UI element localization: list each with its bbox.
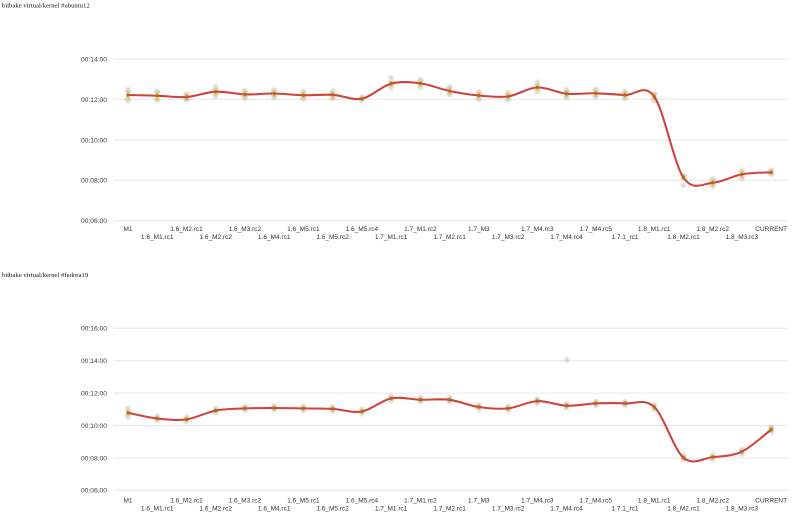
svg-text:1.6_M5.rc2: 1.6_M5.rc2 bbox=[316, 234, 349, 241]
svg-text:1.6_M1.rc1: 1.6_M1.rc1 bbox=[141, 506, 174, 513]
svg-text:00:12:00: 00:12:00 bbox=[81, 391, 107, 398]
svg-text:1.7_M4.rc3: 1.7_M4.rc3 bbox=[521, 226, 554, 233]
svg-text:00:06:00: 00:06:00 bbox=[81, 218, 107, 225]
svg-text:1.6_M5.rc1: 1.6_M5.rc1 bbox=[287, 226, 320, 233]
svg-text:1.8_M2.rc2: 1.8_M2.rc2 bbox=[696, 226, 729, 233]
svg-text:M1: M1 bbox=[123, 497, 132, 504]
svg-text:1.7_M1.rc1: 1.7_M1.rc1 bbox=[375, 234, 408, 241]
svg-text:1.7_M3.rc2: 1.7_M3.rc2 bbox=[492, 234, 525, 241]
svg-text:00:10:00: 00:10:00 bbox=[81, 137, 107, 144]
svg-text:M1: M1 bbox=[123, 226, 132, 233]
svg-text:1.7_M3: 1.7_M3 bbox=[468, 497, 490, 504]
svg-text:1.6_M2.rc1: 1.6_M2.rc1 bbox=[170, 497, 203, 504]
svg-text:CURRENT: CURRENT bbox=[755, 226, 787, 233]
svg-text:1.7_M4.rc5: 1.7_M4.rc5 bbox=[580, 497, 613, 504]
svg-text:1.7.1_rc1: 1.7.1_rc1 bbox=[611, 234, 638, 241]
svg-text:bitbake virtual/kernel #ubuntu: bitbake virtual/kernel #ubuntu12 bbox=[2, 2, 90, 9]
svg-text:1.7_M4.rc4: 1.7_M4.rc4 bbox=[550, 234, 583, 241]
svg-text:00:14:00: 00:14:00 bbox=[81, 56, 107, 63]
svg-text:1.6_M3.rc2: 1.6_M3.rc2 bbox=[229, 226, 262, 233]
svg-text:1.7_M1.rc1: 1.7_M1.rc1 bbox=[375, 506, 408, 513]
svg-text:1.7_M2.rc1: 1.7_M2.rc1 bbox=[433, 506, 466, 513]
svg-text:1.7_M1.rc2: 1.7_M1.rc2 bbox=[404, 497, 437, 504]
svg-text:00:08:00: 00:08:00 bbox=[81, 455, 107, 462]
svg-text:1.8_M2.rc2: 1.8_M2.rc2 bbox=[696, 497, 729, 504]
svg-text:00:16:00: 00:16:00 bbox=[81, 326, 107, 333]
svg-text:00:06:00: 00:06:00 bbox=[81, 488, 107, 495]
svg-text:1.6_M2.rc2: 1.6_M2.rc2 bbox=[199, 506, 232, 513]
svg-text:1.6_M2.rc2: 1.6_M2.rc2 bbox=[199, 234, 232, 241]
svg-text:1.6_M3.rc2: 1.6_M3.rc2 bbox=[229, 497, 262, 504]
svg-text:1.6_M5.rc4: 1.6_M5.rc4 bbox=[346, 497, 379, 504]
svg-text:1.6_M2.rc1: 1.6_M2.rc1 bbox=[170, 226, 203, 233]
svg-text:1.8_M3.rc3: 1.8_M3.rc3 bbox=[726, 234, 759, 241]
svg-text:CURRENT: CURRENT bbox=[755, 497, 787, 504]
svg-text:00:08:00: 00:08:00 bbox=[81, 178, 107, 185]
svg-text:00:10:00: 00:10:00 bbox=[81, 423, 107, 430]
svg-text:1.6_M5.rc2: 1.6_M5.rc2 bbox=[316, 506, 349, 513]
svg-text:1.8_M1.rc1: 1.8_M1.rc1 bbox=[638, 497, 671, 504]
svg-text:1.8_M2.rc1: 1.8_M2.rc1 bbox=[667, 234, 700, 241]
svg-text:1.6_M5.rc1: 1.6_M5.rc1 bbox=[287, 497, 320, 504]
svg-text:1.6_M4.rc1: 1.6_M4.rc1 bbox=[258, 506, 291, 513]
svg-text:1.7_M4.rc3: 1.7_M4.rc3 bbox=[521, 497, 554, 504]
svg-text:1.8_M1.rc1: 1.8_M1.rc1 bbox=[638, 226, 671, 233]
svg-text:1.7.1_rc1: 1.7.1_rc1 bbox=[611, 506, 638, 513]
svg-text:1.6_M1.rc1: 1.6_M1.rc1 bbox=[141, 234, 174, 241]
svg-text:bitbake virtual/kernel #fedora: bitbake virtual/kernel #fedora19 bbox=[2, 272, 89, 279]
svg-text:1.6_M4.rc1: 1.6_M4.rc1 bbox=[258, 234, 291, 241]
svg-text:1.7_M3: 1.7_M3 bbox=[468, 226, 490, 233]
svg-text:00:12:00: 00:12:00 bbox=[81, 97, 107, 104]
svg-text:1.7_M2.rc1: 1.7_M2.rc1 bbox=[433, 234, 466, 241]
svg-text:1.8_M3.rc3: 1.8_M3.rc3 bbox=[726, 506, 759, 513]
svg-text:1.8_M2.rc1: 1.8_M2.rc1 bbox=[667, 506, 700, 513]
svg-text:1.7_M3.rc2: 1.7_M3.rc2 bbox=[492, 506, 525, 513]
svg-text:1.7_M1.rc2: 1.7_M1.rc2 bbox=[404, 226, 437, 233]
svg-text:1.7_M4.rc4: 1.7_M4.rc4 bbox=[550, 506, 583, 513]
svg-text:1.7_M4.rc5: 1.7_M4.rc5 bbox=[580, 226, 613, 233]
svg-text:1.6_M5.rc4: 1.6_M5.rc4 bbox=[346, 226, 379, 233]
svg-text:00:14:00: 00:14:00 bbox=[81, 358, 107, 365]
